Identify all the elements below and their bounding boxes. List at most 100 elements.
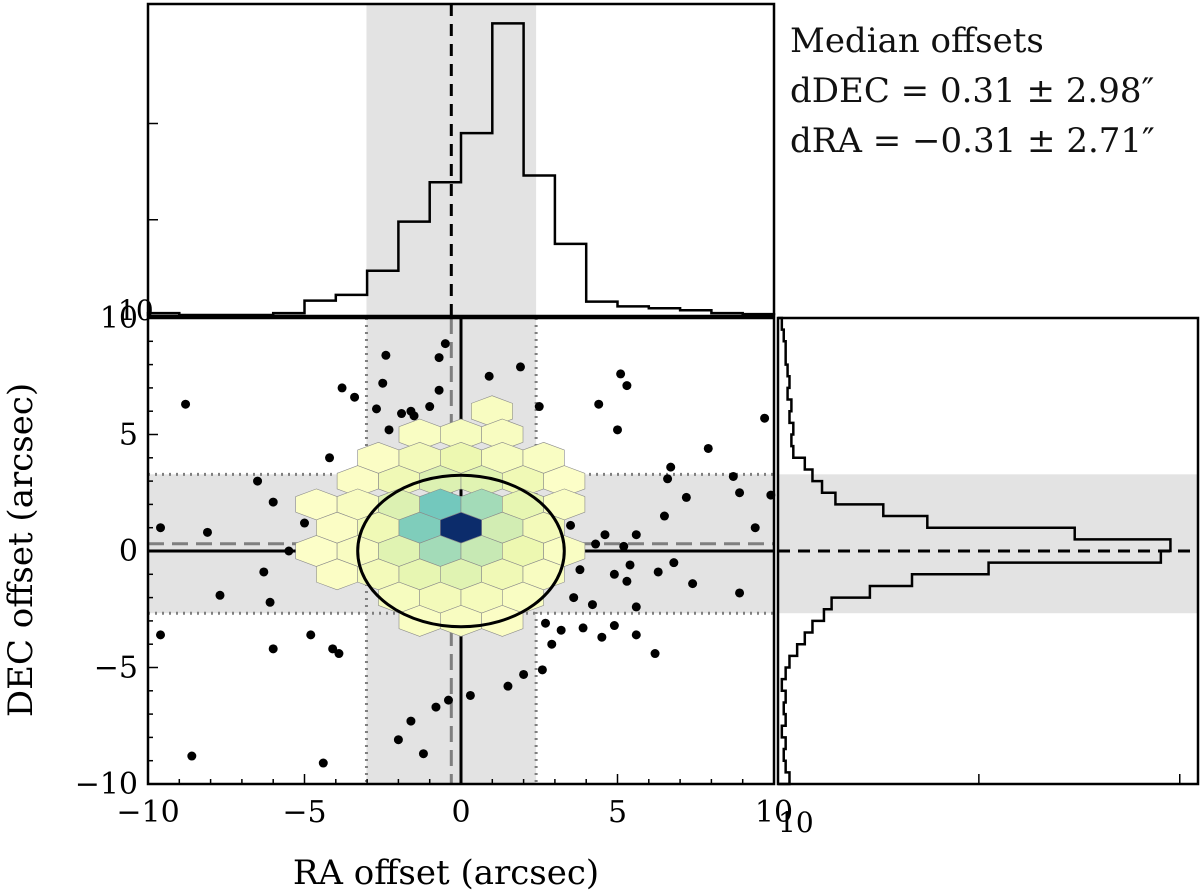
scatter-point [569, 593, 579, 603]
top-histogram-panel [146, 2, 776, 318]
scatter-point [688, 579, 698, 589]
scatter-point [659, 511, 669, 521]
scatter-point [397, 409, 407, 419]
scatter-point [253, 476, 263, 486]
scatter-point [613, 425, 622, 435]
right-histogram-panel [776, 316, 1200, 786]
scatter-point [728, 471, 738, 481]
right-hist-band [778, 474, 1198, 614]
scatter-point [443, 695, 453, 705]
right-hist-axis-label: 10 [778, 806, 814, 839]
scatter-point [556, 625, 566, 635]
annotation-ddec: dDEC = 0.31 ± 2.98″ [790, 71, 1155, 111]
scatter-point [418, 749, 428, 759]
scatter-point [609, 569, 619, 579]
scatter-point [735, 588, 745, 598]
scatter-point [215, 590, 225, 600]
x-tick-label: −10 [116, 795, 179, 830]
x-tick-label: 10 [755, 795, 793, 830]
scatter-point [597, 632, 607, 642]
scatter-point [328, 644, 338, 654]
scatter-point [631, 602, 641, 612]
scatter-point [616, 369, 626, 379]
scatter-point [187, 751, 197, 761]
scatter-point [350, 392, 360, 402]
x-tick-label: 5 [608, 795, 627, 830]
scatter-point [515, 362, 525, 372]
scatter-point [156, 523, 166, 533]
scatter-point [268, 644, 278, 654]
scatter-point [156, 630, 166, 640]
top-hist-axis-label: 10 [118, 294, 154, 327]
scatter-point [669, 558, 679, 568]
scatter-point [284, 546, 294, 556]
scatter-point [434, 353, 444, 363]
scatter-point [202, 527, 212, 537]
x-tick-label: −5 [282, 795, 326, 830]
scatter-point [591, 539, 601, 549]
scatter-point [631, 530, 641, 540]
main-scatter-panel: −10 −5 0 5 10 −10 −5 0 5 10 [75, 301, 793, 830]
annotation-title: Median offsets [790, 21, 1044, 61]
scatter-point [587, 600, 597, 610]
scatter-point [609, 621, 619, 631]
scatter-point [760, 413, 770, 423]
scatter-point [371, 404, 381, 414]
scatter-point [268, 497, 278, 507]
scatter-point [259, 567, 269, 577]
scatter-point [534, 402, 544, 412]
scatter-point [484, 371, 494, 381]
scatter-point [393, 735, 403, 745]
scatter-point [300, 518, 309, 528]
scatter-point [575, 565, 585, 575]
scatter-point [519, 669, 529, 679]
right-hist-frame [776, 316, 1200, 786]
scatter-point [265, 597, 275, 607]
scatter-point [578, 623, 588, 633]
scatter-point [334, 649, 344, 659]
scatter-point [650, 649, 660, 659]
scatter-point [434, 385, 444, 395]
scatter-point [325, 453, 335, 463]
scatter-point [619, 541, 629, 551]
scatter-point [541, 618, 551, 628]
scatter-point [425, 402, 435, 412]
scatter-point [431, 702, 441, 712]
x-axis-label: RA offset (arcsec) [293, 853, 599, 893]
scatter-point [381, 350, 391, 360]
y-tick-label: 5 [119, 418, 138, 453]
scatter-point [600, 530, 610, 540]
scatter-point [318, 758, 328, 768]
y-tick-label: −10 [75, 767, 138, 802]
scatter-point [537, 665, 547, 675]
scatter-point [306, 630, 316, 640]
scatter-point [503, 681, 513, 691]
y-axis-label: DEC offset (arcsec) [1, 383, 41, 717]
scatter-point [663, 474, 673, 484]
scatter-point [631, 630, 641, 640]
scatter-point [378, 378, 388, 388]
scatter-point [622, 381, 632, 391]
scatter-point [384, 425, 394, 435]
y-tick-label: 10 [100, 301, 138, 336]
scatter-point [409, 411, 419, 421]
scatter-point [625, 560, 635, 570]
scatter-point [653, 567, 663, 577]
scatter-point [622, 576, 632, 586]
top-hist-steps [146, 22, 776, 317]
scatter-point [566, 520, 576, 530]
scatter-point [703, 443, 713, 453]
scatter-point [440, 339, 450, 349]
scatter-point [735, 488, 745, 498]
scatter-point [181, 399, 191, 409]
x-tick-label: 0 [451, 795, 470, 830]
y-tick-label: 0 [119, 534, 138, 569]
error-ellipse [356, 473, 566, 629]
top-hist-frame [146, 2, 776, 318]
scatter-point [681, 492, 691, 502]
scatter-point [337, 383, 347, 393]
scatter-point [465, 690, 475, 700]
scatter-point [750, 523, 760, 533]
scatter-point [594, 399, 604, 409]
